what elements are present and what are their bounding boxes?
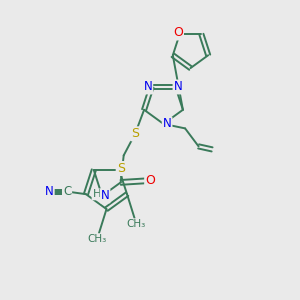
Text: N: N (101, 189, 110, 203)
Text: N: N (143, 80, 152, 94)
Text: N: N (173, 80, 182, 94)
Text: O: O (145, 174, 155, 188)
Text: CH₃: CH₃ (88, 234, 107, 244)
Text: H: H (92, 189, 101, 200)
Text: O: O (173, 26, 183, 40)
Text: S: S (131, 127, 139, 140)
Text: C: C (63, 185, 71, 198)
Text: N: N (163, 117, 172, 130)
Text: S: S (117, 162, 125, 175)
Text: N: N (45, 185, 54, 198)
Text: CH₃: CH₃ (126, 219, 146, 229)
